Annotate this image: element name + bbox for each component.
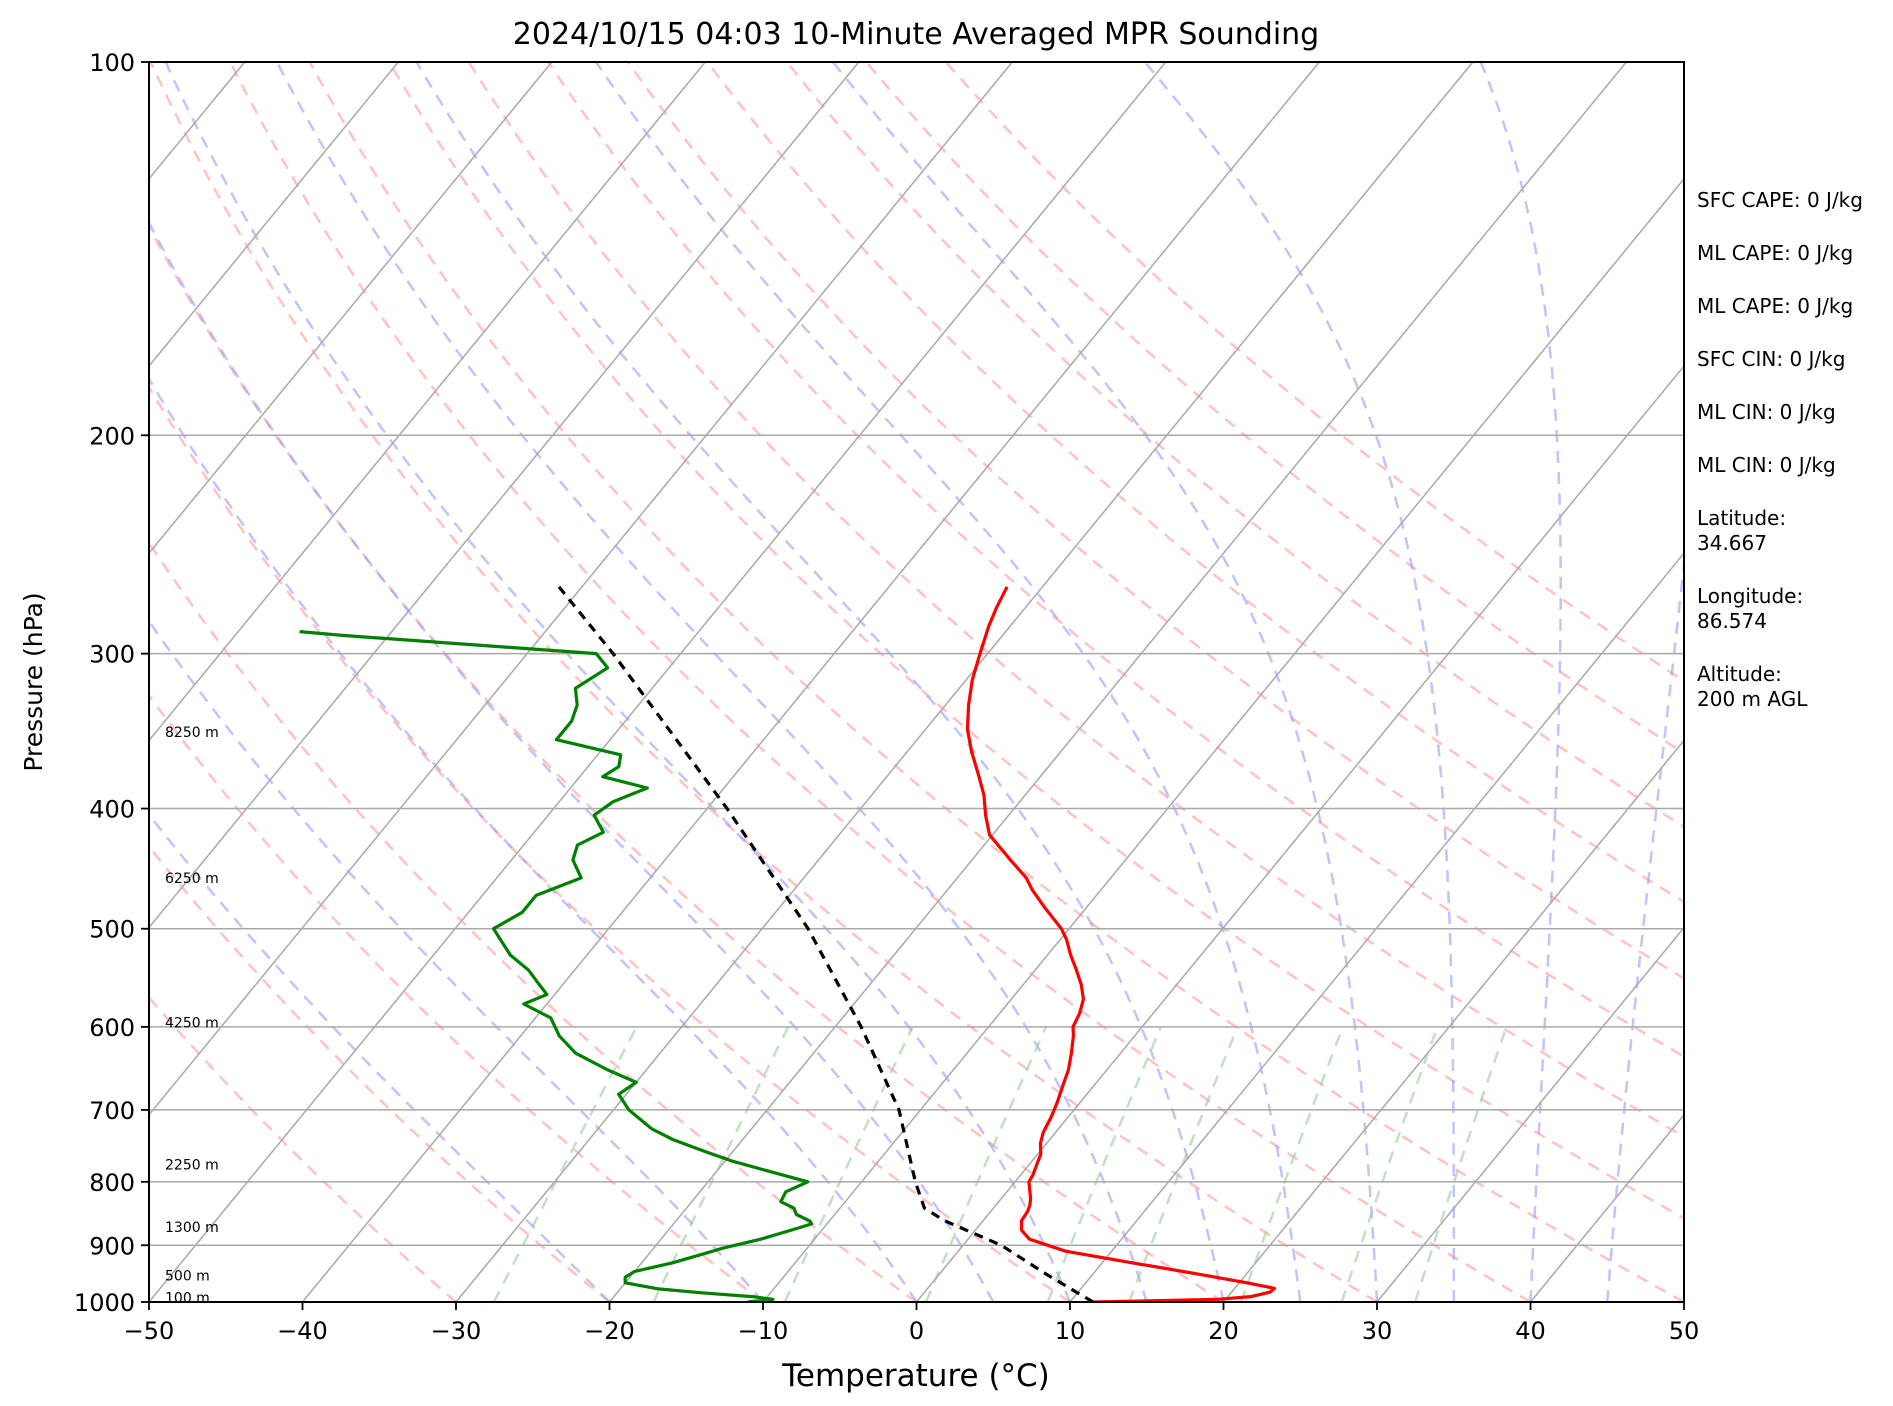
- isotherm-line: [915, 364, 1684, 1302]
- mixing-ratio-line: [1340, 1026, 1439, 1302]
- height-label: 6250 m: [165, 871, 219, 887]
- dry-adiabat-line: [229, 62, 1532, 1302]
- x-tick-label: 0: [909, 1317, 924, 1345]
- y-tick-label: 200: [89, 422, 135, 450]
- moist-adiabat-line: [594, 62, 1302, 1302]
- isotherm-line: [149, 62, 860, 929]
- y-tick-label: 600: [89, 1014, 135, 1042]
- x-tick-label: −20: [584, 1317, 635, 1345]
- dry-adiabat-line: [388, 62, 1684, 1220]
- x-tick-label: 30: [1362, 1317, 1393, 1345]
- moist-adiabat-line: [149, 219, 995, 1302]
- moist-adiabat-line: [415, 62, 1225, 1302]
- dry-adiabat-line: [149, 693, 764, 1302]
- dry-adiabat-line: [467, 62, 1684, 1138]
- mixing-ratio-line: [924, 1026, 1048, 1302]
- dry-adiabat-line: [865, 62, 1684, 755]
- height-label: 100 m: [165, 1291, 210, 1307]
- isotherm-line: [608, 62, 1627, 1302]
- ml-cape-stat-2: ML CAPE: 0 J/kg: [1697, 294, 1854, 318]
- y-tick-label: 500: [89, 916, 135, 944]
- height-label: 500 m: [165, 1269, 210, 1285]
- isotherm-line: [149, 62, 1013, 1116]
- sfc-cin-stat: SFC CIN: 0 J/kg: [1697, 347, 1846, 371]
- y-tick-label: 800: [89, 1169, 135, 1197]
- mixing-ratio-line: [652, 1026, 790, 1302]
- y-tick-label: 400: [89, 796, 135, 824]
- dry-adiabat-line: [149, 62, 1378, 1302]
- y-tick-label: 1000: [74, 1289, 135, 1317]
- moist-adiabat-line: [149, 619, 764, 1302]
- dry-adiabat-line: [785, 62, 1684, 829]
- x-tick-label: 50: [1669, 1317, 1700, 1345]
- isotherm-line: [149, 62, 399, 368]
- altitude-stat: Altitude: 200 m AGL: [1697, 662, 1887, 712]
- mixing-ratio-line: [783, 1026, 914, 1302]
- isotherm-line: [762, 177, 1684, 1302]
- y-tick-label: 100: [89, 49, 135, 77]
- mixing-ratio-line: [492, 1026, 638, 1302]
- dry-adiabat-line: [944, 62, 1684, 683]
- dewpoint-line: [299, 630, 814, 1302]
- ml-cin-stat-2: ML CIN: 0 J/kg: [1697, 453, 1836, 477]
- dry-adiabat-line: [149, 540, 918, 1302]
- x-tick-label: 10: [1055, 1317, 1086, 1345]
- sounding-stats-panel: SFC CAPE: 0 J/kg ML CAPE: 0 J/kg ML CAPE…: [1697, 188, 1887, 740]
- y-tick-label: 900: [89, 1232, 135, 1260]
- height-label: 8250 m: [165, 725, 219, 741]
- moist-adiabat-line: [149, 376, 918, 1302]
- dry-adiabat-line: [149, 995, 457, 1302]
- data-series: [299, 585, 1277, 1302]
- isotherm-line: [301, 62, 1320, 1302]
- x-tick-label: 20: [1208, 1317, 1239, 1345]
- moist-adiabat-line: [275, 62, 1148, 1302]
- isotherm-line: [149, 62, 1167, 1302]
- y-tick-label: 300: [89, 641, 135, 669]
- chart-title: 2024/10/15 04:03 10-Minute Averaged MPR …: [513, 17, 1319, 52]
- longitude-label: Longitude:: [1697, 584, 1804, 608]
- moist-adiabat-line: [164, 62, 1072, 1302]
- height-label: 4250 m: [165, 1015, 219, 1031]
- sfc-cape-stat: SFC CAPE: 0 J/kg: [1697, 188, 1863, 212]
- parcel_profile-line: [557, 585, 1094, 1302]
- x-tick-label: −50: [124, 1317, 175, 1345]
- ml-cin-stat: ML CIN: 0 J/kg: [1697, 400, 1836, 424]
- height-label: 1300 m: [165, 1220, 219, 1236]
- dry-adiabat-line: [149, 844, 611, 1302]
- latitude-stat: Latitude: 34.667: [1697, 506, 1887, 556]
- mixing-ratio-line: [1414, 1026, 1508, 1302]
- isotherm-line: [149, 62, 553, 555]
- dry-adiabat-line: [149, 384, 1071, 1302]
- ml-cape-stat: ML CAPE: 0 J/kg: [1697, 241, 1854, 265]
- y-tick-label: 700: [89, 1097, 135, 1125]
- isotherm-line: [149, 62, 706, 742]
- altitude-label: Altitude:: [1697, 662, 1782, 686]
- moist-adiabat-line: [1479, 62, 1562, 1302]
- dry-adiabat-line: [547, 62, 1684, 1059]
- x-tick-label: −10: [738, 1317, 789, 1345]
- x-tick-label: −40: [277, 1317, 328, 1345]
- moist-adiabat-line: [1143, 62, 1456, 1302]
- x-tick-label: 40: [1515, 1317, 1546, 1345]
- dry-adiabat-line: [308, 62, 1684, 1302]
- x-axis-label: Temperature (°C): [781, 1358, 1050, 1394]
- isotherm-line: [455, 62, 1474, 1302]
- temperature-line: [965, 586, 1277, 1302]
- latitude-label: Latitude:: [1697, 506, 1787, 530]
- longitude-value: 86.574: [1697, 609, 1767, 633]
- latitude-value: 34.667: [1697, 531, 1767, 555]
- longitude-stat: Longitude: 86.574: [1697, 584, 1887, 634]
- dry-adiabat-line: [149, 224, 1225, 1302]
- height-label: 2250 m: [165, 1158, 219, 1174]
- axes: 100 m 500 m 1300 m 2250 m 4250 m 6250 m 8250 m…: [74, 49, 1699, 1345]
- isotherm-line: [1069, 552, 1684, 1302]
- altitude-value: 200 m AGL: [1697, 687, 1808, 711]
- reference-lines: [149, 62, 1684, 1302]
- moist-adiabat-line: [1606, 553, 1684, 1302]
- x-tick-label: −30: [431, 1317, 482, 1345]
- isotherm-line: [1376, 926, 1684, 1302]
- y-axis-label: Pressure (hPa): [19, 592, 48, 771]
- isotherm-line: [1222, 739, 1684, 1302]
